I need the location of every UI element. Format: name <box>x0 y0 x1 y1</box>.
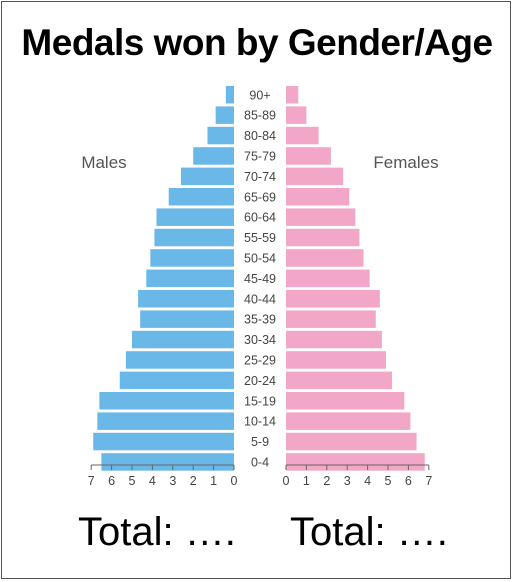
female-tick-label: 7 <box>425 474 432 488</box>
age-label: 75-79 <box>244 149 276 163</box>
female-bar-20-24 <box>286 371 393 390</box>
male-tick-label: 7 <box>88 474 95 488</box>
male-tick-label: 5 <box>129 474 136 488</box>
male-bar-80-84 <box>207 126 234 145</box>
male-bar-40-44 <box>138 290 234 308</box>
female-bar-55-59 <box>286 228 360 247</box>
female-bar-35-39 <box>286 310 376 328</box>
female-bar-75-79 <box>286 147 331 165</box>
female-tick-label: 1 <box>303 474 310 488</box>
male-tick-label: 2 <box>190 474 197 488</box>
male-bar-5-9 <box>93 432 235 451</box>
male-bar-0-4 <box>101 453 235 471</box>
male-bar-55-59 <box>154 228 234 247</box>
male-tick-label: 4 <box>149 474 156 488</box>
female-bar-70-74 <box>286 167 344 186</box>
male-series-label: Males <box>81 153 126 172</box>
female-series-label: Females <box>373 153 438 172</box>
age-label: 60-64 <box>244 211 276 225</box>
female-tick-label: 0 <box>283 474 290 488</box>
age-label: 50-54 <box>244 251 276 265</box>
male-bar-75-79 <box>193 147 234 165</box>
male-bar-90+ <box>225 86 234 104</box>
age-label: 65-69 <box>244 190 276 204</box>
age-label: 90+ <box>249 88 270 102</box>
male-bar-15-19 <box>99 392 234 410</box>
male-bar-25-29 <box>125 351 234 369</box>
age-label: 70-74 <box>244 170 276 184</box>
chart-title: Medals won by Gender/Age <box>21 22 493 63</box>
female-tick-label: 5 <box>385 474 392 488</box>
age-label: 35-39 <box>244 313 276 327</box>
age-label: 40-44 <box>244 292 276 306</box>
age-labels: 90+ 85-89 80-84 75-79 70-74 65-69 60-64 55-59 50… <box>244 88 276 469</box>
female-total: Total: …. <box>290 510 448 554</box>
age-label: 45-49 <box>244 272 276 286</box>
male-tick-label: 0 <box>231 474 238 488</box>
male-bar-30-34 <box>132 330 234 349</box>
female-tick-label: 6 <box>405 474 412 488</box>
male-bar-60-64 <box>156 208 234 226</box>
age-label: 80-84 <box>244 129 276 143</box>
female-bar-65-69 <box>286 188 350 206</box>
male-bar-65-69 <box>168 188 234 206</box>
female-bar-85-89 <box>286 106 307 124</box>
female-tick-label: 2 <box>323 474 330 488</box>
male-bars <box>93 86 235 471</box>
female-bar-10-14 <box>286 412 411 430</box>
female-bar-15-19 <box>286 392 405 410</box>
female-bar-30-34 <box>286 330 382 349</box>
male-bar-10-14 <box>97 412 234 430</box>
age-label: 20-24 <box>244 374 276 388</box>
male-tick-label: 3 <box>169 474 176 488</box>
age-label: 0-4 <box>251 455 269 469</box>
female-bar-60-64 <box>286 208 356 226</box>
female-bar-50-54 <box>286 249 364 267</box>
female-tick-label: 3 <box>344 474 351 488</box>
female-bar-45-49 <box>286 269 370 288</box>
female-bar-0-4 <box>286 453 425 471</box>
population-pyramid: 90+85-8980-8475-7970-7465-6960-6455-5950… <box>81 86 439 488</box>
male-tick-label: 6 <box>108 474 115 488</box>
male-bar-50-54 <box>150 249 234 267</box>
female-bar-5-9 <box>286 432 417 451</box>
age-label: 10-14 <box>244 415 276 429</box>
female-bars <box>286 86 425 471</box>
male-total: Total: …. <box>78 510 236 554</box>
male-bar-20-24 <box>119 371 234 390</box>
age-label: 85-89 <box>244 109 276 123</box>
male-tick-label: 1 <box>210 474 217 488</box>
male-bar-70-74 <box>180 167 234 186</box>
age-label: 15-19 <box>244 394 276 408</box>
female-bar-25-29 <box>286 351 386 369</box>
female-bar-80-84 <box>286 126 319 145</box>
male-bar-85-89 <box>215 106 234 124</box>
age-label: 55-59 <box>244 231 276 245</box>
age-label: 30-34 <box>244 333 276 347</box>
age-label: 5-9 <box>251 435 269 449</box>
female-bar-40-44 <box>286 290 380 308</box>
male-bar-45-49 <box>146 269 234 288</box>
age-label: 25-29 <box>244 353 276 367</box>
female-bar-90+ <box>286 86 299 104</box>
male-bar-35-39 <box>140 310 234 328</box>
female-tick-label: 4 <box>364 474 371 488</box>
